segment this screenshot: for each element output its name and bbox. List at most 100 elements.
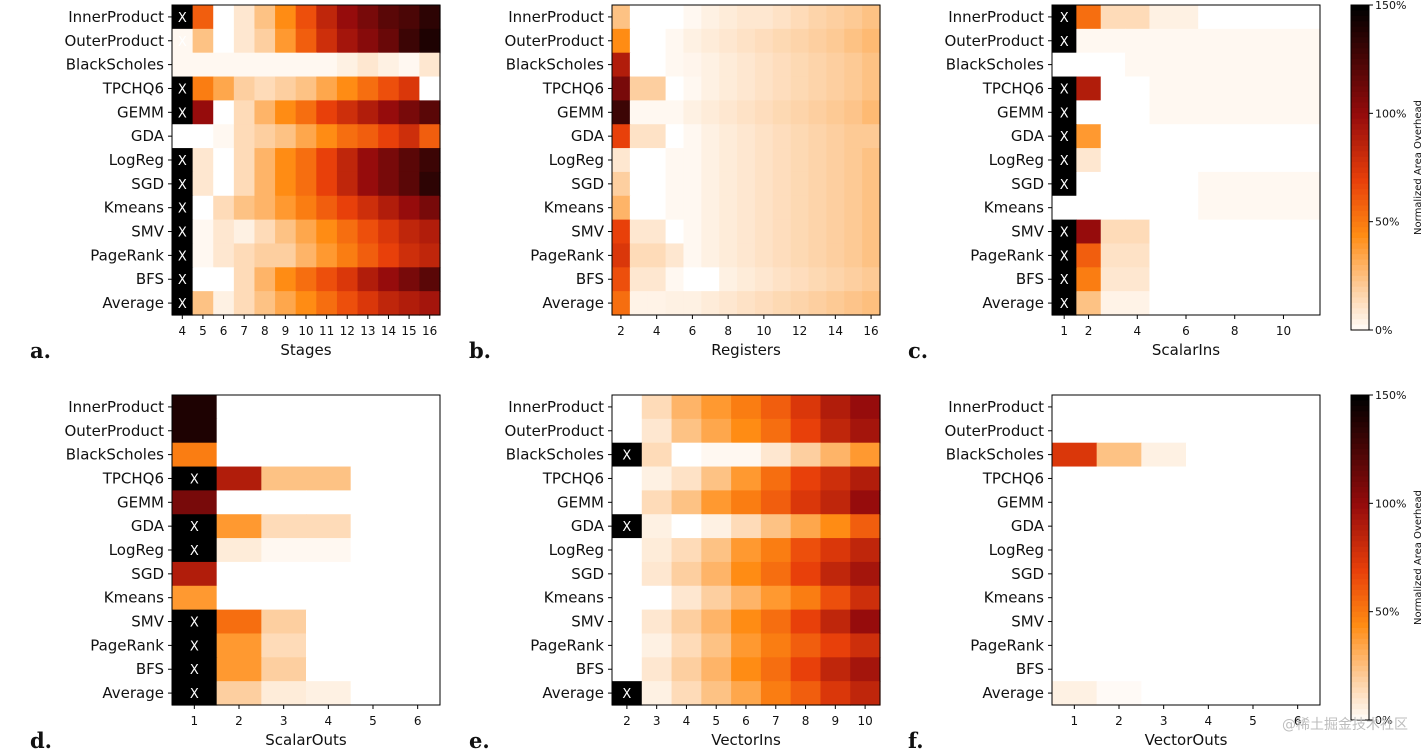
x-tick-label: 9	[832, 714, 840, 728]
x-tick-label: 16	[863, 324, 878, 338]
colorbar-segment	[1351, 698, 1369, 705]
x-tick-label: 2	[623, 714, 631, 728]
heatmap-cell	[1230, 633, 1276, 658]
heatmap-cell	[1271, 52, 1297, 78]
heatmap-cell	[357, 243, 379, 268]
heatmap-cell	[1275, 466, 1321, 491]
heatmap-cell	[647, 76, 667, 101]
x-marker: X	[190, 663, 199, 678]
heatmap-cell	[612, 219, 631, 245]
x-marker: X	[1060, 154, 1069, 169]
heatmap-cell	[316, 52, 338, 78]
heatmap-cell	[192, 52, 214, 78]
heatmap-cell	[772, 76, 792, 101]
heatmap-cell	[820, 418, 851, 444]
heatmap-cell	[336, 100, 359, 125]
heatmap-cell	[790, 395, 822, 420]
heatmap-cell	[719, 219, 738, 245]
colorbar-segment	[1351, 178, 1369, 185]
heatmap-cell	[612, 100, 631, 125]
heatmap-cell	[1275, 609, 1321, 635]
colorbar-segment	[1351, 324, 1369, 331]
heatmap-cell	[378, 195, 400, 221]
row-label: TPCHQ6	[542, 469, 604, 487]
heatmap-cell	[737, 195, 756, 221]
x-tick-label: 5	[199, 324, 207, 338]
heatmap-cell	[826, 100, 845, 125]
heatmap-cell	[357, 124, 379, 149]
heatmap-cell	[772, 267, 792, 292]
heatmap-cell	[844, 28, 863, 54]
row-label: PageRank	[970, 636, 1044, 654]
row-label: Average	[542, 294, 604, 312]
x-tick-label: 1	[1071, 714, 1079, 728]
heatmap-cell	[760, 490, 792, 515]
heatmap-cell	[378, 5, 400, 30]
row-label: SMV	[131, 613, 164, 631]
x-marker: X	[622, 520, 631, 535]
heatmap-cell	[719, 5, 738, 30]
heatmap-cell	[1275, 538, 1321, 563]
colorbar-segment	[1351, 503, 1369, 510]
heatmap-cell	[1076, 76, 1102, 101]
heatmap-cell	[350, 561, 396, 587]
row-label: GEMM	[117, 493, 164, 511]
heatmap-cell	[1052, 243, 1077, 268]
heatmap-cell	[701, 538, 732, 563]
heatmap-cell	[772, 5, 792, 30]
heatmap-cell	[731, 633, 762, 658]
heatmap-cell	[254, 267, 276, 292]
heatmap-cell	[398, 243, 420, 268]
heatmap-cell	[213, 28, 235, 54]
heatmap-cell	[1052, 633, 1098, 658]
heatmap-cell	[216, 633, 262, 658]
row-label: Average	[102, 294, 164, 312]
heatmap-cell	[1230, 585, 1276, 611]
heatmap-cell	[1222, 195, 1248, 221]
heatmap-cell	[1096, 681, 1142, 706]
heatmap-cell	[1198, 267, 1224, 292]
heatmap-cell	[731, 538, 762, 563]
heatmap-cell	[1125, 5, 1151, 30]
colorbar-segment	[1351, 10, 1369, 17]
heatmap-cell	[192, 28, 214, 54]
heatmap-cell	[612, 442, 643, 468]
heatmap-cell	[172, 219, 194, 245]
colorbar-segment	[1351, 194, 1369, 201]
heatmap-cell	[1275, 681, 1321, 706]
row-label: BlackScholes	[946, 56, 1044, 74]
row-label: Average	[102, 684, 164, 702]
heatmap-cell	[350, 633, 396, 658]
heatmap-cell	[754, 28, 774, 54]
heatmap-cell	[233, 52, 256, 78]
colorbar-segment	[1351, 189, 1369, 196]
heatmap-cell	[647, 291, 667, 316]
heatmap-cell	[261, 681, 307, 706]
heatmap-cell	[790, 28, 810, 54]
heatmap-cell	[701, 267, 720, 292]
heatmap-cell	[350, 395, 396, 420]
heatmap-cell	[683, 243, 702, 268]
heatmap-cell	[395, 395, 441, 420]
row-label: Kmeans	[104, 199, 164, 217]
heatmap-cell	[1052, 291, 1077, 316]
x-marker: X	[190, 520, 199, 535]
heatmap-cell	[1295, 195, 1321, 221]
heatmap-cell	[820, 442, 851, 468]
heatmap-cell	[790, 195, 810, 221]
heatmap-cell	[395, 657, 441, 682]
x-tick-label: 3	[653, 714, 661, 728]
heatmap-cell	[378, 219, 400, 245]
heatmap-cell	[731, 514, 762, 539]
heatmap-cell	[172, 418, 218, 444]
heatmap-cell	[671, 561, 702, 587]
heatmap-cell	[790, 267, 810, 292]
heatmap-cell	[760, 395, 792, 420]
x-tick-label: 5	[712, 714, 720, 728]
colorbar-segment	[1351, 129, 1369, 136]
heatmap-cell	[1295, 124, 1321, 149]
heatmap-cell	[1173, 291, 1199, 316]
heatmap-cell	[357, 267, 379, 292]
x-marker: X	[622, 449, 631, 464]
heatmap-cell	[826, 52, 845, 78]
